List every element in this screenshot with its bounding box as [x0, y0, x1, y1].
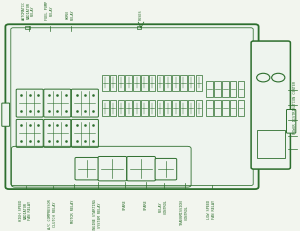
Bar: [118, 75, 124, 91]
Bar: [141, 75, 148, 91]
Bar: [256, 131, 285, 158]
Text: MOTOR RELAY: MOTOR RELAY: [71, 199, 76, 222]
Bar: [26, 27, 30, 30]
Text: HIGH SPEED
RADIATOR
FAN RELAY: HIGH SPEED RADIATOR FAN RELAY: [19, 199, 32, 220]
Text: TRANSMISSION
CONTROL: TRANSMISSION CONTROL: [180, 199, 189, 224]
Bar: [172, 101, 179, 117]
Text: AUTOMATIC
RADIATOR
RELAY: AUTOMATIC RADIATOR RELAY: [22, 1, 35, 20]
Bar: [125, 75, 132, 91]
Text: SPARE: SPARE: [122, 199, 127, 209]
Bar: [230, 81, 236, 97]
Bar: [133, 101, 140, 117]
Bar: [238, 81, 244, 97]
FancyBboxPatch shape: [71, 90, 98, 118]
Text: FUSES: FUSES: [139, 9, 143, 20]
FancyBboxPatch shape: [16, 120, 43, 148]
Bar: [238, 101, 244, 117]
Bar: [196, 101, 202, 117]
Bar: [180, 75, 187, 91]
Bar: [157, 101, 163, 117]
Text: A/C COMPRESSOR
CLUTCH RELAY: A/C COMPRESSOR CLUTCH RELAY: [48, 199, 57, 228]
FancyBboxPatch shape: [16, 90, 43, 118]
FancyBboxPatch shape: [251, 42, 290, 169]
FancyBboxPatch shape: [98, 157, 127, 181]
Bar: [118, 101, 124, 117]
Bar: [102, 75, 109, 91]
Bar: [110, 75, 116, 91]
Bar: [222, 101, 229, 117]
Bar: [196, 75, 202, 91]
Bar: [172, 75, 179, 91]
Bar: [110, 101, 116, 117]
Bar: [102, 101, 109, 117]
Text: POWER DISTRIBUTION CENTER: POWER DISTRIBUTION CENTER: [293, 81, 298, 134]
FancyBboxPatch shape: [75, 158, 98, 180]
Bar: [133, 75, 140, 91]
Text: ENGINE STARTING
SYSTEM RELAY: ENGINE STARTING SYSTEM RELAY: [93, 199, 102, 230]
Bar: [206, 101, 213, 117]
Bar: [125, 101, 132, 117]
Bar: [214, 101, 221, 117]
Text: HORN
RELAY: HORN RELAY: [66, 9, 75, 20]
FancyBboxPatch shape: [44, 90, 71, 118]
Bar: [137, 27, 141, 30]
FancyBboxPatch shape: [5, 25, 259, 189]
Bar: [149, 75, 155, 91]
Text: SPARE: SPARE: [143, 199, 148, 209]
Text: LOW SPEED
FAN RELAY: LOW SPEED FAN RELAY: [207, 199, 216, 218]
FancyBboxPatch shape: [127, 157, 155, 181]
Bar: [164, 101, 171, 117]
Bar: [222, 81, 229, 97]
FancyBboxPatch shape: [155, 159, 177, 180]
Bar: [188, 101, 194, 117]
FancyBboxPatch shape: [286, 110, 296, 134]
Text: RELAY
CONTROL: RELAY CONTROL: [159, 199, 168, 213]
Bar: [141, 101, 148, 117]
Bar: [230, 101, 236, 117]
Bar: [188, 75, 194, 91]
FancyBboxPatch shape: [2, 104, 10, 127]
Bar: [214, 81, 221, 97]
Bar: [206, 81, 213, 97]
Bar: [164, 75, 171, 91]
Bar: [149, 101, 155, 117]
FancyBboxPatch shape: [71, 120, 98, 148]
FancyBboxPatch shape: [44, 120, 71, 148]
Bar: [157, 75, 163, 91]
Text: FUEL PUMP
RELAY: FUEL PUMP RELAY: [45, 1, 54, 20]
Bar: [180, 101, 187, 117]
